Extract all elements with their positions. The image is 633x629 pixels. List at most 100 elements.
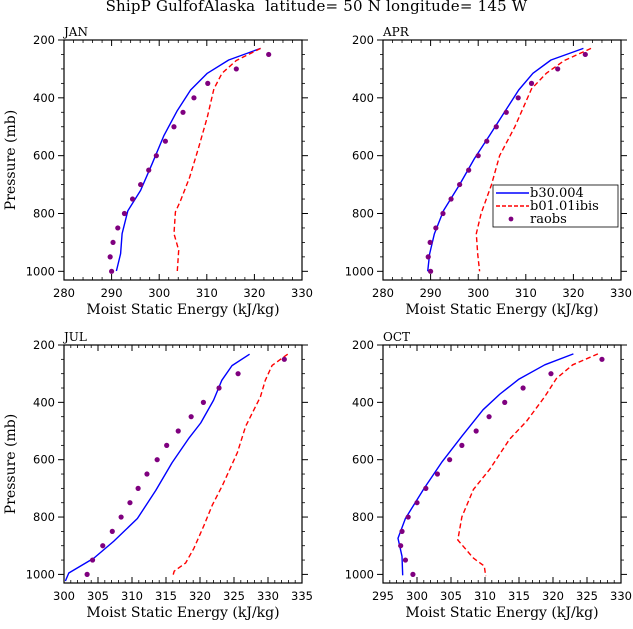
x-tick-label: 320 xyxy=(189,589,211,603)
raobs-point xyxy=(84,571,90,577)
y-tick-label: 200 xyxy=(33,338,55,352)
plot-frame xyxy=(382,344,622,584)
series-line-b01-01ibis xyxy=(172,353,289,577)
raobs-point xyxy=(473,428,479,434)
raobs-point xyxy=(129,196,136,202)
x-tick-label: 330 xyxy=(291,286,313,300)
raobs-point xyxy=(233,66,239,72)
raobs-point xyxy=(599,356,605,362)
raobs-point xyxy=(110,239,116,246)
raobs-point xyxy=(121,210,128,217)
raobs-point xyxy=(423,485,429,491)
raobs-point xyxy=(548,371,554,377)
y-axis-label: Pressure (mb) xyxy=(3,414,19,514)
x-tick-label: 305 xyxy=(87,589,109,603)
x-axis-label: Moist Static Energy (kJ/kg) xyxy=(405,605,598,621)
y-tick-label: 800 xyxy=(352,206,374,220)
raobs-point xyxy=(433,225,439,231)
x-tick-label: 280 xyxy=(53,286,75,300)
raobs-point xyxy=(493,124,499,130)
x-tick-label: 295 xyxy=(372,589,394,603)
raobs-point xyxy=(427,239,433,246)
raobs-point xyxy=(281,356,287,362)
raobs-point xyxy=(515,95,521,101)
raobs-point xyxy=(555,66,561,72)
series-line-b30-004 xyxy=(397,353,574,576)
x-tick-label: 320 xyxy=(243,286,265,300)
raobs-point xyxy=(191,95,197,101)
x-tick-label: 325 xyxy=(223,589,245,603)
raobs-point xyxy=(448,196,454,202)
raobs-point xyxy=(205,80,211,86)
plot-frame xyxy=(63,344,303,584)
x-tick-label: 315 xyxy=(508,589,530,603)
x-tick-label: 335 xyxy=(291,589,313,603)
y-tick-label: 600 xyxy=(33,149,55,163)
raobs-point xyxy=(164,442,170,448)
raobs-point xyxy=(135,485,141,491)
raobs-point xyxy=(118,514,124,520)
raobs-point xyxy=(200,399,206,405)
legend-label: b30.004 xyxy=(530,186,584,201)
raobs-point xyxy=(486,414,492,420)
x-axis-label: Moist Static Energy (kJ/kg) xyxy=(405,302,598,318)
raobs-point xyxy=(399,528,405,534)
raobs-point xyxy=(475,153,481,159)
raobs-point xyxy=(100,543,106,549)
y-tick-label: 1000 xyxy=(345,567,374,581)
x-tick-label: 300 xyxy=(53,589,75,603)
raobs-point xyxy=(107,254,113,260)
legend-label: b01.01ibis xyxy=(530,199,599,214)
x-tick-label: 305 xyxy=(440,589,462,603)
x-tick-label: 310 xyxy=(474,589,496,603)
y-tick-label: 400 xyxy=(352,91,374,105)
raobs-point xyxy=(440,210,446,217)
series-line-b30-004 xyxy=(64,353,250,582)
plot-frame xyxy=(382,39,622,281)
raobs-point xyxy=(153,153,159,159)
x-tick-label: 300 xyxy=(148,286,170,300)
y-tick-label: 800 xyxy=(352,510,374,524)
x-tick-label: 330 xyxy=(610,286,632,300)
y-tick-label: 600 xyxy=(352,453,374,467)
y-tick-label: 1000 xyxy=(26,567,55,581)
series-line-b30-004 xyxy=(115,47,261,272)
figure-title: ShipP GulfofAlaska latitude= 50 N longit… xyxy=(105,0,528,15)
x-tick-label: 320 xyxy=(562,286,584,300)
y-tick-label: 200 xyxy=(33,33,55,47)
raobs-point xyxy=(138,181,144,188)
raobs-point xyxy=(175,428,181,434)
legend-marker-icon xyxy=(508,216,514,222)
x-tick-label: 325 xyxy=(576,589,598,603)
x-tick-label: 280 xyxy=(372,286,394,300)
y-tick-label: 1000 xyxy=(26,264,55,278)
raobs-point xyxy=(115,225,121,231)
raobs-point xyxy=(410,571,416,577)
panel-title: APR xyxy=(382,25,410,39)
raobs-point xyxy=(235,371,241,377)
raobs-point xyxy=(154,457,160,463)
series-line-b01-01ibis xyxy=(457,353,599,577)
panel-title: JAN xyxy=(62,25,88,39)
raobs-point xyxy=(503,109,509,115)
raobs-point xyxy=(502,399,508,405)
y-tick-label: 400 xyxy=(33,91,55,105)
raobs-point xyxy=(484,138,490,144)
y-tick-label: 800 xyxy=(33,206,55,220)
series-line-b01-01ibis xyxy=(475,47,592,272)
raobs-point xyxy=(398,543,404,549)
x-tick-label: 330 xyxy=(610,589,632,603)
x-tick-label: 330 xyxy=(257,589,279,603)
raobs-point xyxy=(528,80,535,86)
raobs-point xyxy=(428,268,434,274)
x-tick-label: 310 xyxy=(121,589,143,603)
panel-jan: JAN 280 290 300 310 320 330 200 400 600 800 1000 Moi… xyxy=(3,25,313,318)
plot-area xyxy=(64,353,289,582)
y-axis-label: Pressure (mb) xyxy=(3,110,19,210)
raobs-point xyxy=(520,385,526,391)
x-tick-label: 290 xyxy=(420,286,442,300)
raobs-point xyxy=(405,514,411,520)
x-axis-label: Moist Static Energy (kJ/kg) xyxy=(86,302,279,318)
raobs-point xyxy=(162,138,168,144)
